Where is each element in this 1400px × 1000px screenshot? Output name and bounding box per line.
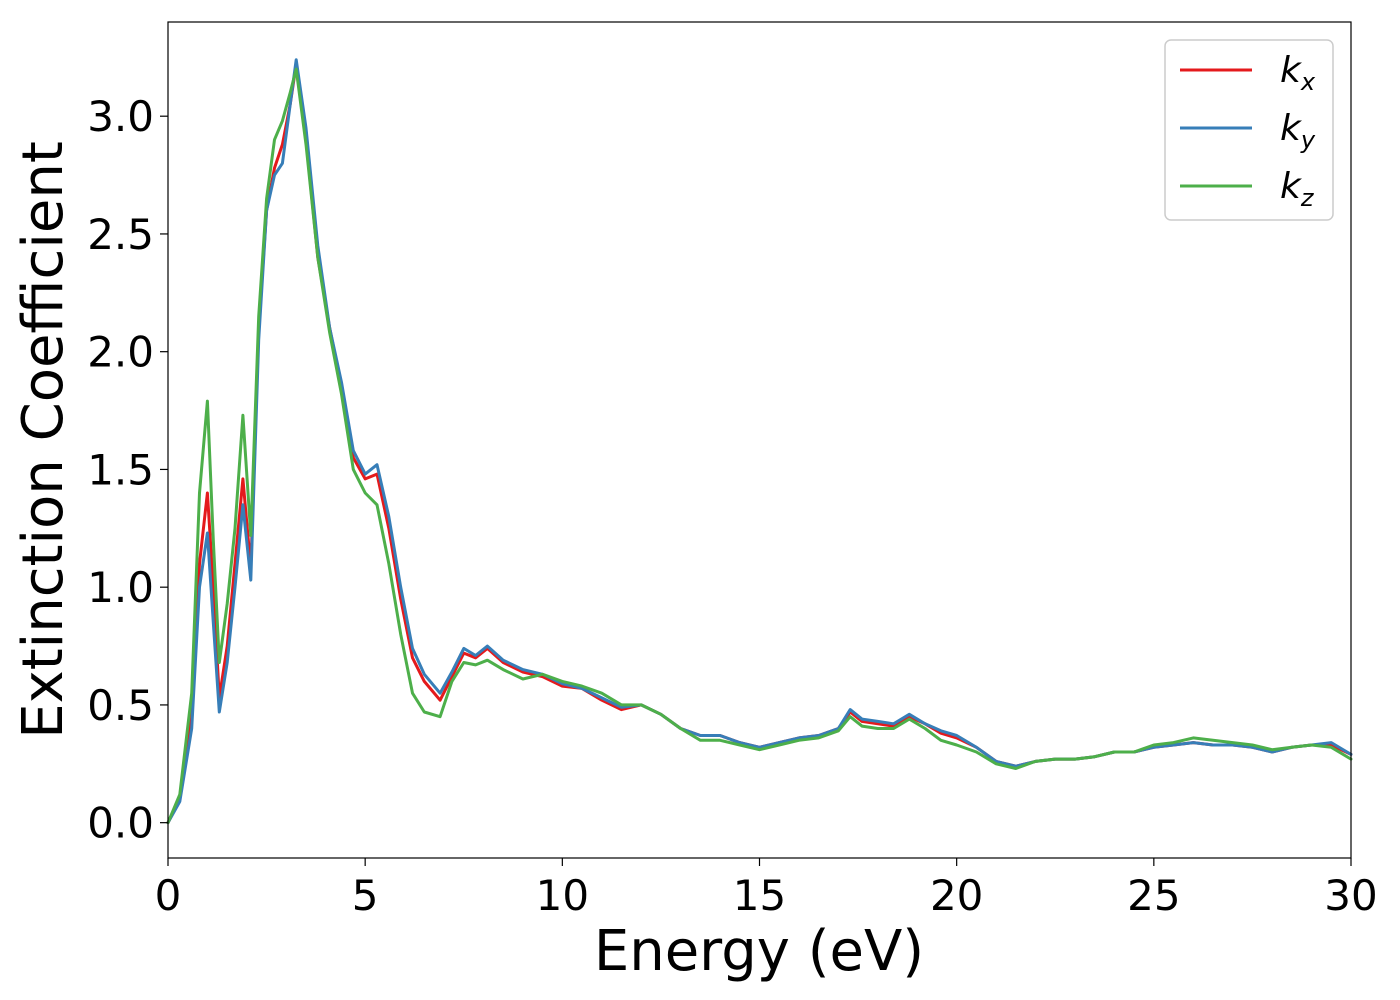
- plot-background: [168, 22, 1351, 858]
- x-tick-label: 10: [536, 871, 589, 920]
- y-tick-label: 3.0: [87, 92, 154, 141]
- y-tick-label: 1.5: [87, 445, 154, 494]
- x-tick-label: 30: [1324, 871, 1377, 920]
- y-axis-label: Extinction Coefficient: [11, 141, 76, 739]
- y-tick-label: 2.0: [87, 328, 154, 377]
- y-tick-label: 2.5: [87, 210, 154, 259]
- x-tick-label: 25: [1127, 871, 1180, 920]
- x-tick-label: 20: [930, 871, 983, 920]
- y-tick-label: 0.0: [87, 799, 154, 848]
- y-axis: 0.0 0.5 1.0 1.5 2.0 2.5 3.0: [87, 92, 168, 848]
- x-tick-label: 0: [155, 871, 182, 920]
- x-axis-label: Energy (eV): [594, 919, 924, 984]
- x-axis: 0 5 10 15 20 25 30: [155, 858, 1378, 920]
- y-tick-label: 1.0: [87, 563, 154, 612]
- series-lines: [166, 58, 1353, 825]
- series-line-kz: [166, 67, 1353, 825]
- y-tick-label: 0.5: [87, 681, 154, 730]
- x-tick-label: 5: [352, 871, 379, 920]
- legend-box: [1164, 39, 1334, 221]
- x-tick-label: 15: [733, 871, 786, 920]
